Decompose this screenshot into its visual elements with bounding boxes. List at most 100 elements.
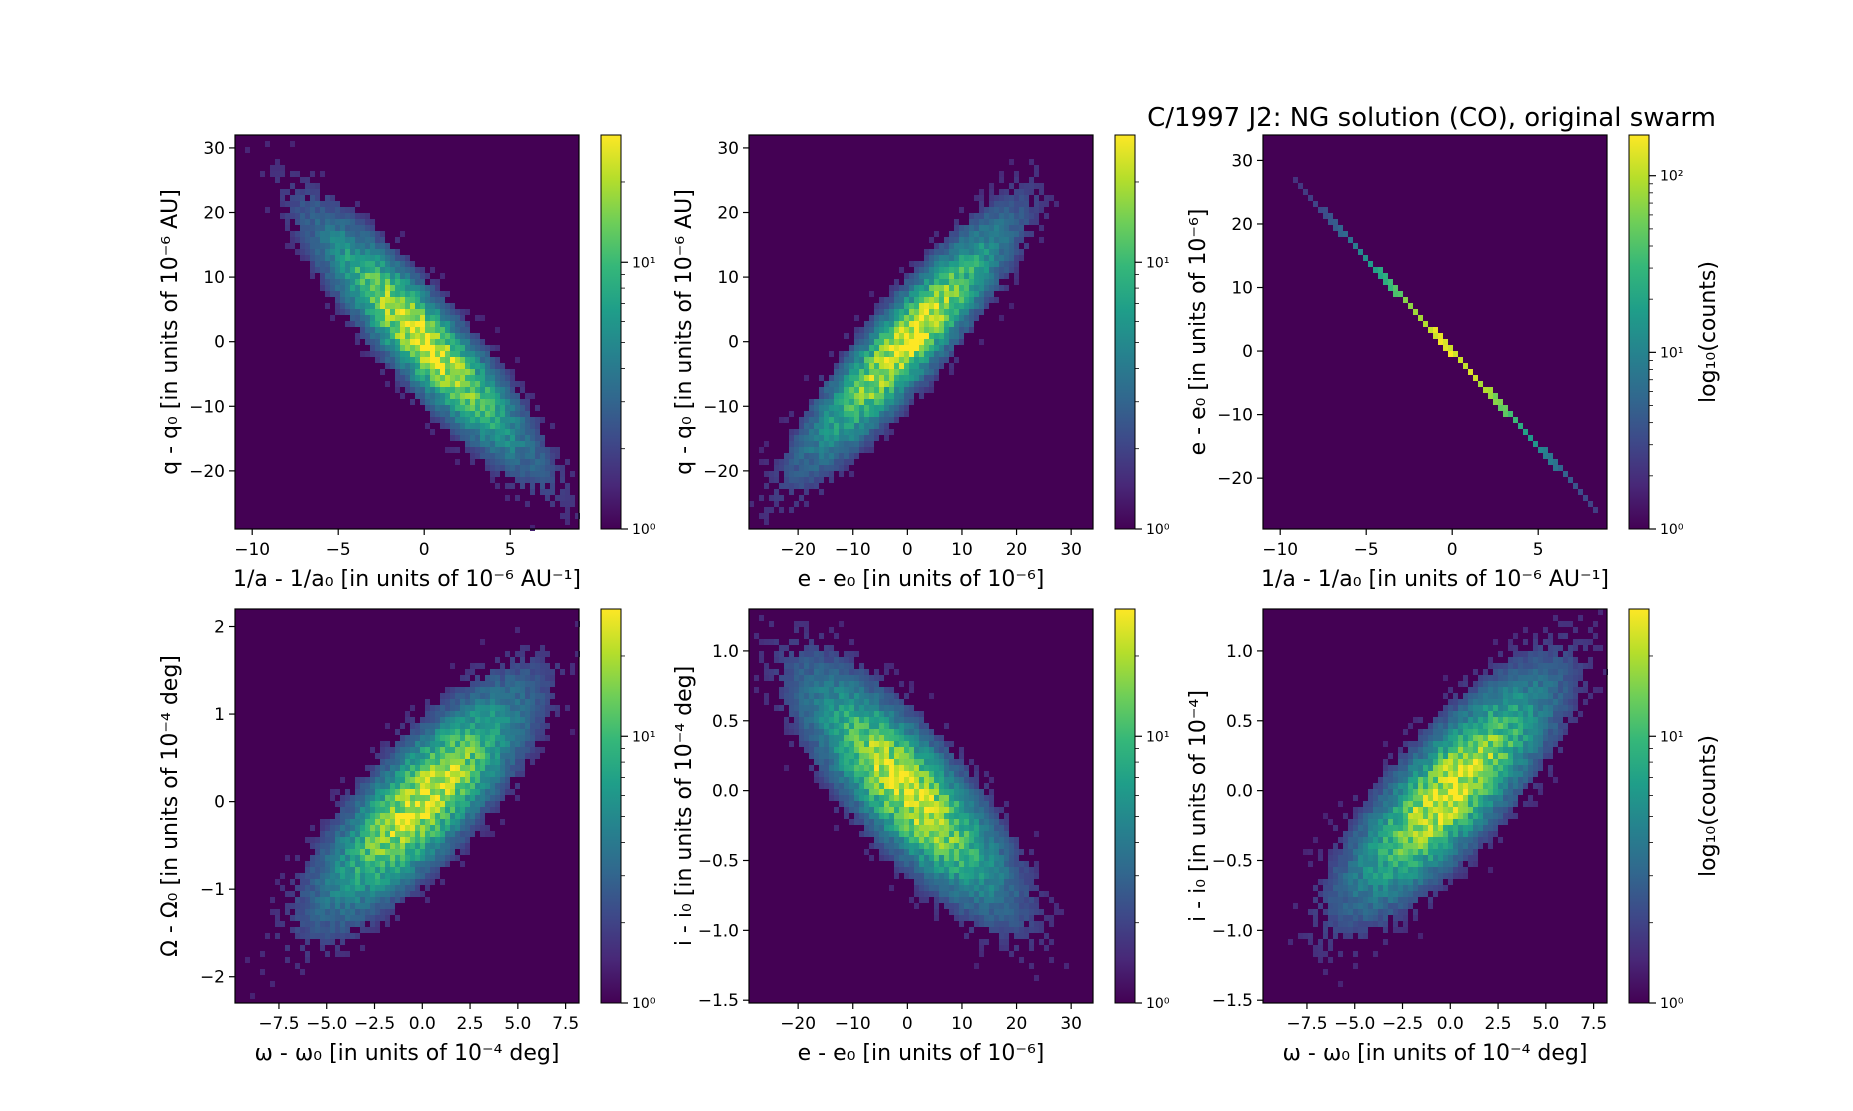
- density-cell: [919, 339, 924, 345]
- density-cell: [465, 831, 470, 837]
- density-cell: [939, 891, 944, 897]
- density-cell: [989, 885, 994, 891]
- density-cell: [380, 783, 385, 789]
- density-cell: [924, 867, 929, 873]
- density-cell: [380, 873, 385, 879]
- density-cell: [859, 333, 864, 339]
- density-cell: [884, 747, 889, 753]
- density-cell: [999, 849, 1004, 855]
- density-cell: [899, 747, 904, 753]
- density-cell: [1009, 207, 1014, 213]
- density-cell: [854, 777, 859, 783]
- density-cell: [400, 825, 405, 831]
- density-cell: [435, 867, 440, 873]
- density-cell: [395, 795, 400, 801]
- density-cell: [525, 411, 530, 417]
- density-cell: [415, 777, 420, 783]
- density-cell: [809, 753, 814, 759]
- density-cell: [869, 777, 874, 783]
- density-cell: [904, 753, 909, 759]
- density-cell: [465, 429, 470, 435]
- density-cell: [839, 663, 844, 669]
- density-cell: [954, 795, 959, 801]
- density-cell: [390, 759, 395, 765]
- density-cell: [804, 687, 809, 693]
- density-cell: [435, 771, 440, 777]
- density-cell: [350, 897, 355, 903]
- density-cell: [410, 321, 415, 327]
- density-cell: [994, 849, 999, 855]
- density-cell: [919, 825, 924, 831]
- density-cell: [769, 621, 774, 627]
- density-cell: [1323, 207, 1328, 213]
- density-cell: [330, 237, 335, 243]
- density-cell: [1014, 273, 1019, 279]
- x-tick-label: −2.5: [354, 1014, 395, 1034]
- density-cell: [420, 765, 425, 771]
- density-cell: [490, 759, 495, 765]
- density-cell: [864, 435, 869, 441]
- density-cell: [475, 441, 480, 447]
- density-cell: [435, 309, 440, 315]
- density-cell: [340, 261, 345, 267]
- density-cell: [834, 417, 839, 423]
- density-cell: [889, 291, 894, 297]
- density-cell: [495, 729, 500, 735]
- density-cell: [959, 879, 964, 885]
- density-cell: [1019, 909, 1024, 915]
- density-cell: [909, 765, 914, 771]
- density-cell: [824, 747, 829, 753]
- density-cell: [1039, 927, 1044, 933]
- density-cell: [904, 723, 909, 729]
- density-cell: [1009, 201, 1014, 207]
- density-cell: [355, 837, 360, 843]
- density-cell: [994, 891, 999, 897]
- density-cell: [510, 435, 515, 441]
- density-cell: [859, 687, 864, 693]
- density-cell: [959, 783, 964, 789]
- density-cell: [420, 369, 425, 375]
- density-cell: [854, 393, 859, 399]
- density-cell: [794, 627, 799, 633]
- density-cell: [405, 285, 410, 291]
- density-cell: [759, 615, 764, 621]
- y-tick-label: 20: [203, 204, 225, 224]
- density-cell: [425, 831, 430, 837]
- density-cell: [1024, 903, 1029, 909]
- density-cell: [874, 417, 879, 423]
- density-cell: [814, 399, 819, 405]
- density-cell: [445, 777, 450, 783]
- density-cell: [889, 729, 894, 735]
- density-cell: [400, 891, 405, 897]
- density-cell: [819, 675, 824, 681]
- density-cell: [794, 471, 799, 477]
- density-cell: [1573, 483, 1578, 489]
- density-cell: [380, 321, 385, 327]
- density-cell: [859, 423, 864, 429]
- density-cell: [914, 819, 919, 825]
- density-cell: [889, 339, 894, 345]
- density-cell: [475, 807, 480, 813]
- density-cell: [450, 723, 455, 729]
- density-cell: [854, 705, 859, 711]
- density-cell: [335, 789, 340, 795]
- density-cell: [994, 909, 999, 915]
- density-cell: [944, 309, 949, 315]
- density-cell: [859, 417, 864, 423]
- density-cell: [764, 639, 769, 645]
- density-cell: [345, 219, 350, 225]
- density-cell: [370, 819, 375, 825]
- density-cell: [430, 705, 435, 711]
- density-cell: [335, 303, 340, 309]
- density-cell: [869, 339, 874, 345]
- density-cell: [520, 465, 525, 471]
- density-cell: [829, 765, 834, 771]
- density-cell: [500, 423, 505, 429]
- density-cell: [999, 903, 1004, 909]
- density-cell: [889, 831, 894, 837]
- density-cell: [420, 867, 425, 873]
- density-cell: [480, 639, 485, 645]
- density-cell: [809, 723, 814, 729]
- density-cell: [1034, 195, 1039, 201]
- density-cell: [874, 423, 879, 429]
